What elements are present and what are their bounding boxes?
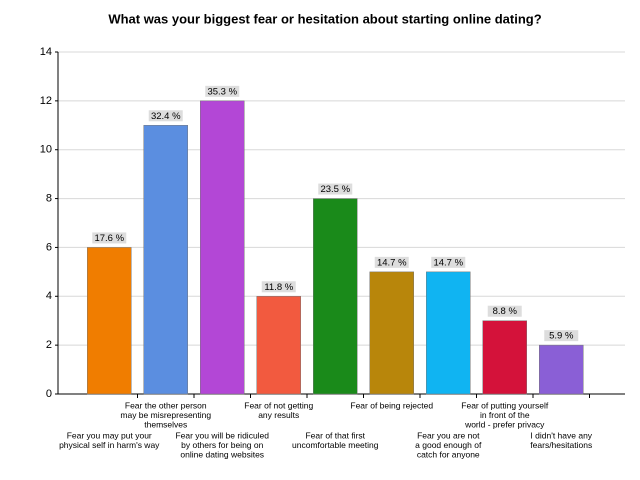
value-label: 14.7 % [433, 257, 463, 268]
y-tick-label: 6 [46, 241, 52, 253]
x-tick-label: I didn't have any [530, 430, 592, 440]
x-tick-label: Fear of being rejected [350, 400, 433, 410]
y-tick-label: 8 [46, 192, 52, 204]
value-label-box [205, 85, 240, 97]
value-label-box [544, 330, 579, 342]
bar [200, 100, 245, 395]
value-label: 35.3 % [207, 86, 237, 97]
value-label-box [318, 183, 353, 195]
bar [256, 296, 301, 395]
x-tick-label: online dating websites [180, 449, 264, 459]
x-tick-label: physical self in harm's way [59, 440, 160, 450]
value-label-box [487, 305, 522, 317]
x-tick-label: Fear of putting yourself [461, 400, 549, 410]
x-tick-label: Fear you are not [417, 430, 480, 440]
y-tick-label: 4 [46, 290, 52, 302]
x-tick-label: themselves [144, 419, 187, 429]
x-tick-label: Fear you may put your [67, 430, 152, 440]
bar [143, 125, 188, 395]
value-label: 5.9 % [549, 331, 574, 342]
bar [313, 198, 358, 395]
x-tick-label: may be misrepresenting [120, 410, 211, 420]
y-tick-label: 12 [40, 95, 52, 107]
value-label: 11.8 % [264, 282, 293, 293]
x-tick-label: Fear of not getting [244, 400, 313, 410]
value-label-box [92, 232, 127, 244]
value-label-box [148, 110, 183, 122]
x-tick-label: in front of the [480, 410, 530, 420]
value-label-box [374, 256, 409, 268]
bar [87, 247, 132, 395]
bar [369, 271, 414, 395]
y-tick-label: 0 [46, 388, 52, 400]
chart-title: What was your biggest fear or hesitation… [108, 11, 541, 26]
value-label: 32.4 % [151, 111, 181, 122]
value-label: 14.7 % [377, 257, 407, 268]
value-label-box [261, 281, 296, 293]
x-tick-label: by others for being on [181, 440, 263, 450]
y-tick-label: 2 [46, 339, 52, 351]
value-label: 17.6 % [94, 233, 124, 244]
x-tick-label: Fear the other person [125, 400, 207, 410]
x-tick-label: world - prefer privacy [464, 419, 545, 429]
value-label: 23.5 % [320, 184, 350, 195]
bar [539, 344, 584, 395]
x-tick-label: Fear you will be ridiculed [175, 430, 269, 440]
value-label-box [431, 256, 466, 268]
x-tick-label: catch for anyone [417, 449, 480, 459]
bar [426, 271, 471, 395]
x-tick-label: Fear of that first [305, 430, 365, 440]
y-tick-label: 14 [40, 46, 52, 58]
bar [482, 320, 527, 395]
y-tick-label: 10 [40, 144, 52, 156]
x-tick-label: any results [258, 410, 299, 420]
x-tick-label: a good enough of [415, 440, 482, 450]
x-tick-label: fears/hesitations [530, 440, 592, 450]
x-tick-label: uncomfortable meeting [292, 440, 379, 450]
value-label: 8.8 % [493, 306, 518, 317]
